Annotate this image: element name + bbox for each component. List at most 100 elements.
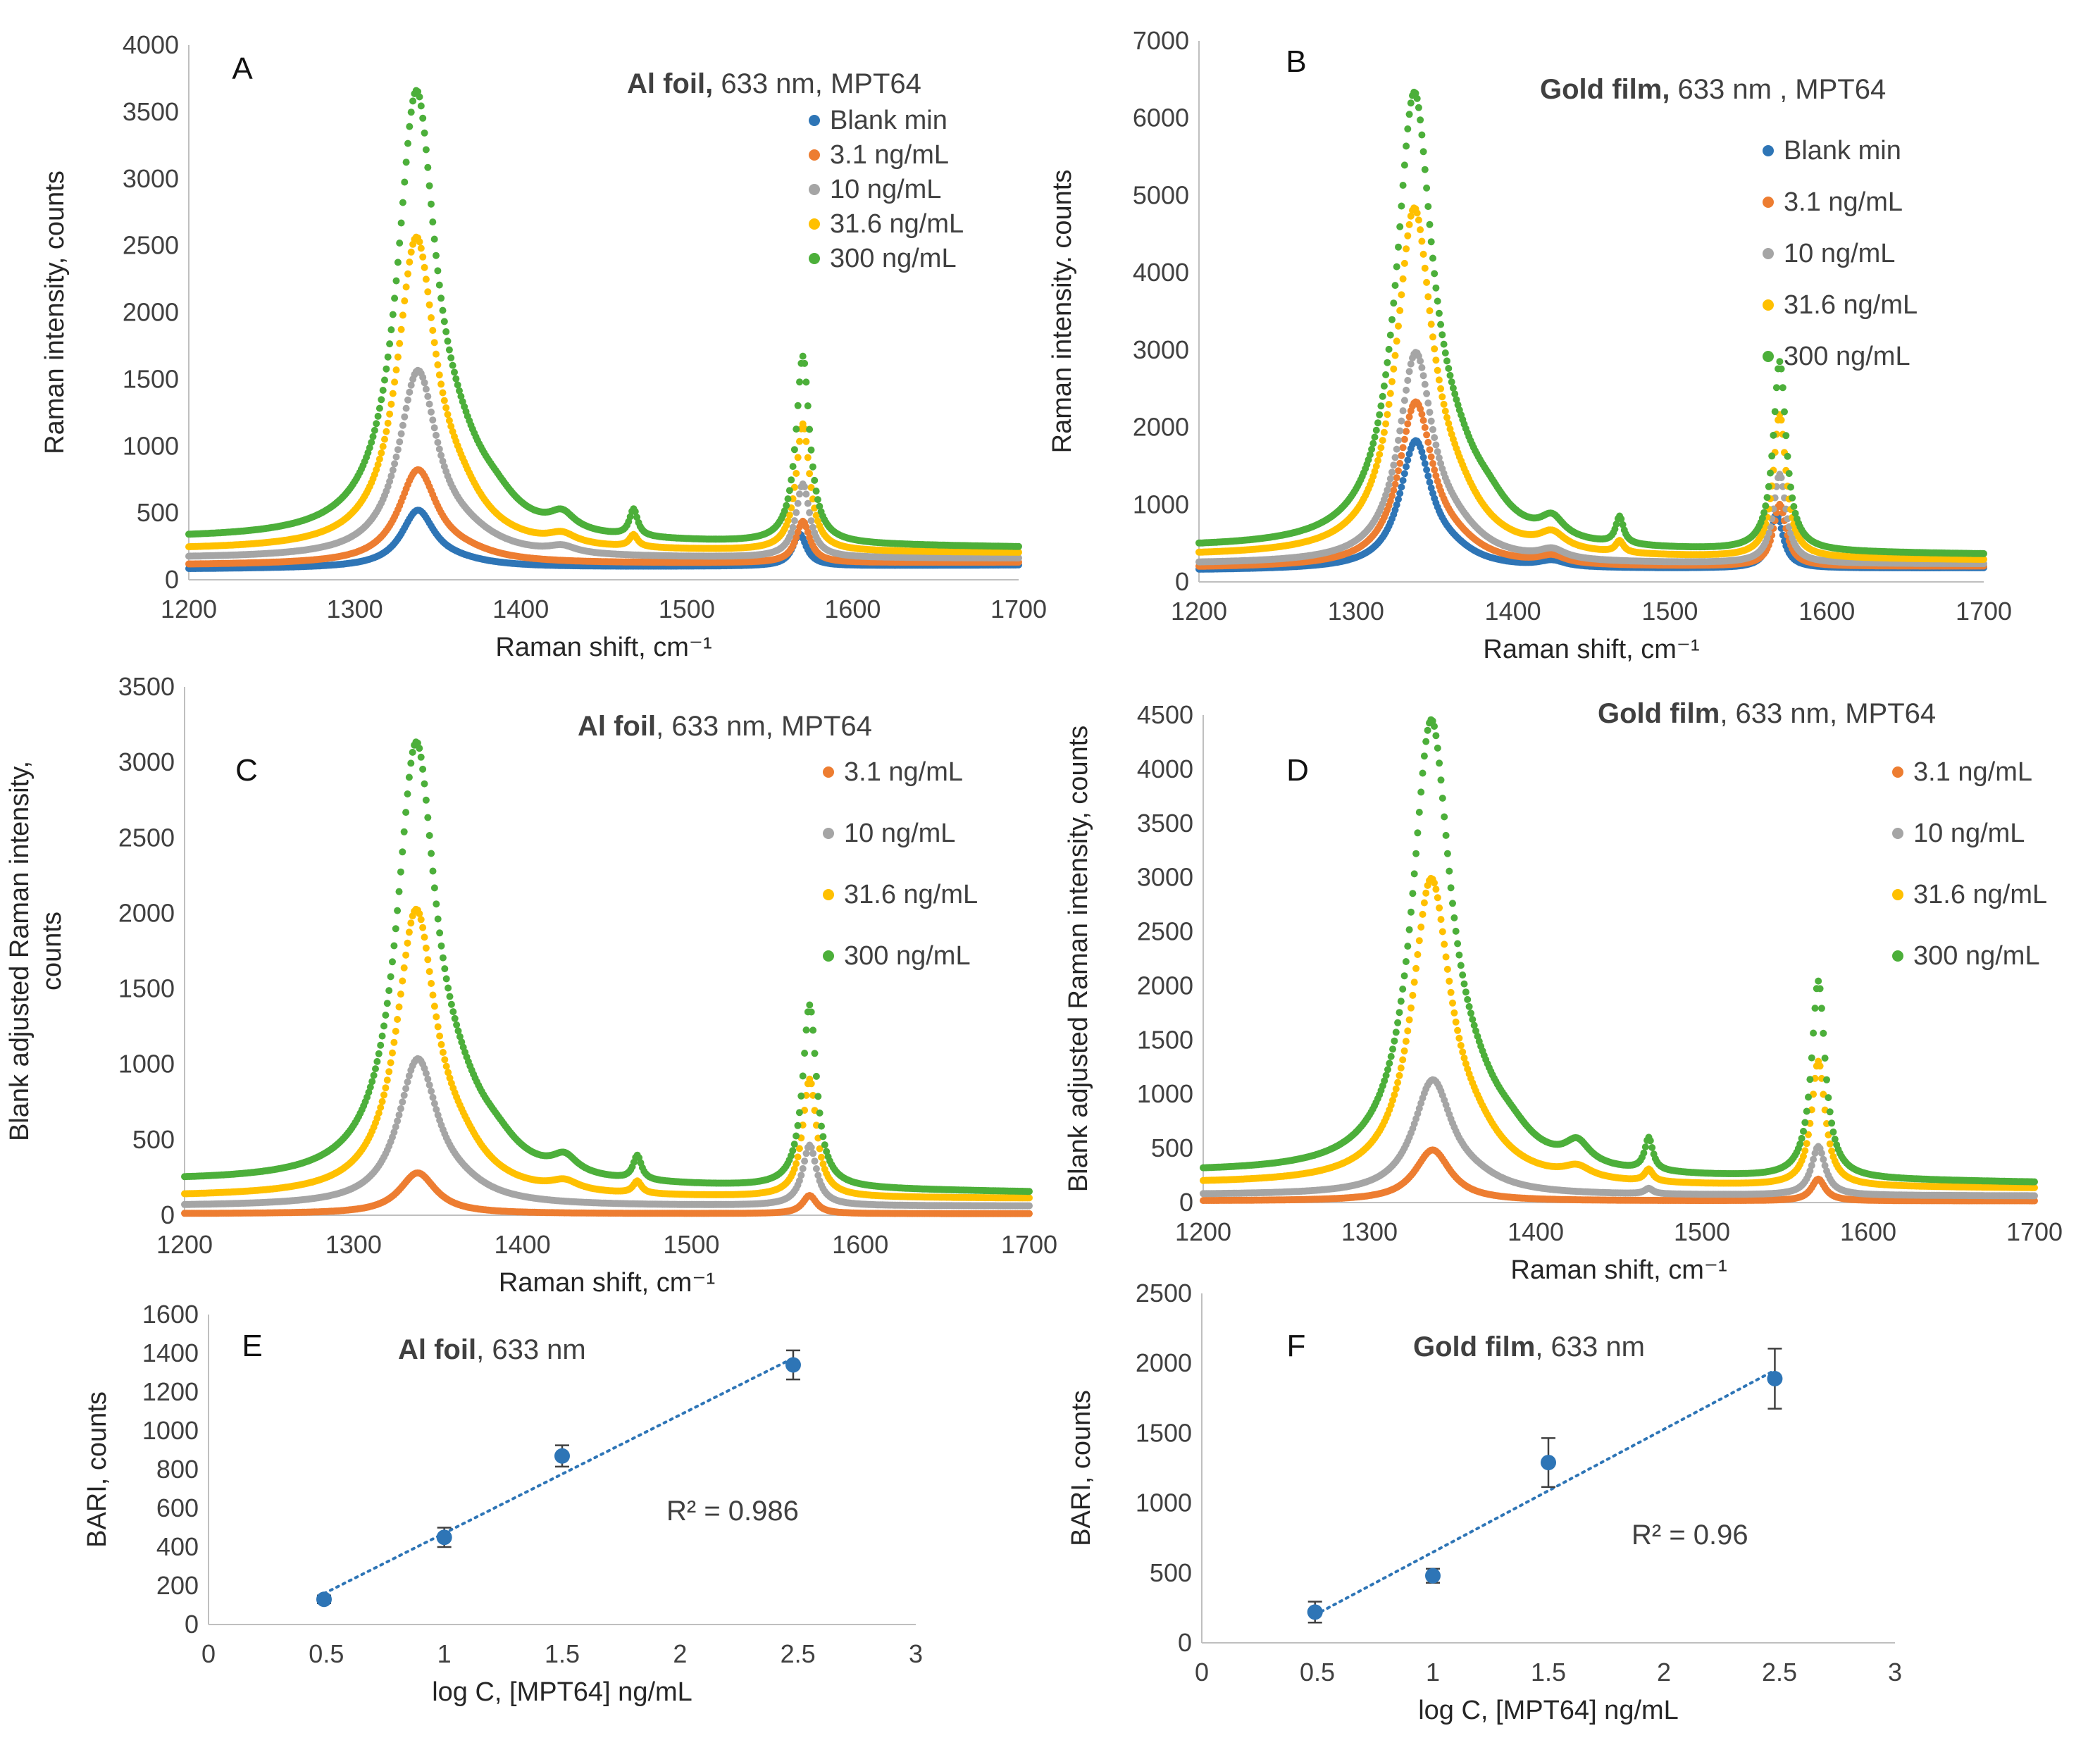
data-point bbox=[1432, 284, 1440, 292]
data-point bbox=[1762, 502, 1770, 510]
data-point bbox=[1437, 385, 1445, 392]
data-point bbox=[1768, 452, 1776, 460]
data-point bbox=[1395, 322, 1402, 330]
data-point bbox=[435, 445, 443, 453]
data-point bbox=[1429, 333, 1436, 341]
data-point bbox=[814, 496, 821, 504]
data-point bbox=[1407, 360, 1415, 368]
data-point bbox=[1403, 386, 1410, 394]
data-point bbox=[451, 368, 458, 376]
data-point bbox=[794, 454, 802, 461]
data-point bbox=[804, 402, 812, 410]
data-point bbox=[391, 294, 399, 302]
data-point bbox=[1417, 357, 1424, 365]
data-point bbox=[433, 350, 440, 358]
legend-entry: 10 ng/mL bbox=[830, 175, 941, 204]
y-tick-label: 2000 bbox=[1133, 413, 1189, 442]
data-point bbox=[809, 463, 816, 471]
data-point bbox=[389, 466, 397, 474]
data-point bbox=[401, 297, 409, 305]
data-point bbox=[1424, 438, 1432, 446]
data-point bbox=[1765, 483, 1772, 490]
data-point bbox=[1431, 434, 1438, 442]
data-point bbox=[1427, 453, 1435, 461]
data-point bbox=[397, 325, 405, 333]
data-point bbox=[447, 423, 455, 430]
data-point bbox=[1432, 356, 1440, 364]
data-point bbox=[1393, 445, 1400, 453]
data-point bbox=[1421, 460, 1429, 467]
data-point bbox=[1015, 549, 1022, 556]
data-point bbox=[1424, 399, 1432, 407]
series-3-1-ng-ml bbox=[1195, 398, 1987, 570]
data-point bbox=[1398, 483, 1405, 491]
data-point bbox=[1417, 226, 1424, 234]
data-point bbox=[392, 366, 400, 374]
y-tick-label: 0 bbox=[165, 565, 179, 594]
data-point bbox=[1015, 542, 1022, 550]
data-point bbox=[784, 517, 792, 525]
data-point bbox=[433, 251, 440, 259]
data-point bbox=[1429, 426, 1436, 433]
data-point bbox=[1391, 282, 1399, 290]
data-point bbox=[1426, 409, 1434, 416]
data-point bbox=[1441, 349, 1449, 356]
data-point bbox=[407, 108, 415, 116]
x-tick-label: 1700 bbox=[1956, 597, 2012, 626]
data-point bbox=[1423, 184, 1431, 192]
data-point bbox=[1372, 426, 1380, 434]
data-point bbox=[1404, 420, 1412, 428]
data-point bbox=[806, 426, 814, 433]
data-point bbox=[404, 139, 411, 147]
x-axis-label: Raman shift, cm⁻¹ bbox=[495, 633, 711, 662]
data-point bbox=[437, 452, 445, 459]
legend-entry: Blank min bbox=[830, 106, 947, 135]
data-point bbox=[383, 428, 390, 435]
y-tick-label: 4000 bbox=[1133, 258, 1189, 287]
data-point bbox=[806, 470, 814, 478]
legend-marker bbox=[809, 218, 820, 230]
data-point bbox=[1418, 411, 1426, 418]
y-tick-label: 1500 bbox=[123, 364, 179, 393]
y-tick-label: 2500 bbox=[123, 231, 179, 260]
legend-marker bbox=[809, 253, 820, 264]
data-point bbox=[1419, 416, 1427, 424]
data-point bbox=[379, 387, 387, 394]
data-point bbox=[1776, 358, 1784, 366]
legend-entry: 300 ng/mL bbox=[830, 244, 957, 273]
data-point bbox=[1404, 232, 1412, 240]
data-point bbox=[444, 411, 452, 418]
data-point bbox=[1405, 368, 1413, 375]
data-point bbox=[1429, 460, 1436, 467]
data-point bbox=[401, 178, 409, 186]
data-point bbox=[396, 240, 404, 247]
y-tick-label: 3500 bbox=[123, 97, 179, 126]
data-point bbox=[1403, 428, 1410, 435]
data-point bbox=[1440, 400, 1448, 408]
data-point bbox=[1435, 309, 1443, 317]
data-point bbox=[788, 529, 795, 536]
panel-b: 1200 1300 1400 1500 1600 17000100020003000400… bbox=[1048, 26, 2012, 664]
data-point bbox=[424, 392, 432, 400]
data-point bbox=[1438, 331, 1446, 339]
data-point bbox=[1418, 364, 1426, 371]
data-point bbox=[440, 397, 448, 404]
x-tick-label: 1300 bbox=[327, 595, 383, 623]
panel-title-bold: Al foil, bbox=[627, 68, 713, 99]
data-point bbox=[1434, 448, 1441, 456]
data-point bbox=[1429, 254, 1436, 262]
data-point bbox=[391, 378, 399, 386]
data-point bbox=[1434, 366, 1441, 374]
data-point bbox=[1388, 378, 1396, 385]
data-point bbox=[392, 277, 400, 285]
data-point bbox=[1427, 417, 1435, 425]
data-point bbox=[1789, 494, 1796, 502]
data-point bbox=[1405, 413, 1413, 421]
data-point bbox=[1403, 142, 1410, 150]
data-point bbox=[1781, 408, 1788, 416]
data-point bbox=[1396, 223, 1404, 230]
data-point bbox=[387, 326, 395, 334]
data-point bbox=[1419, 250, 1427, 258]
data-point bbox=[1432, 441, 1440, 449]
data-point bbox=[1398, 291, 1405, 299]
